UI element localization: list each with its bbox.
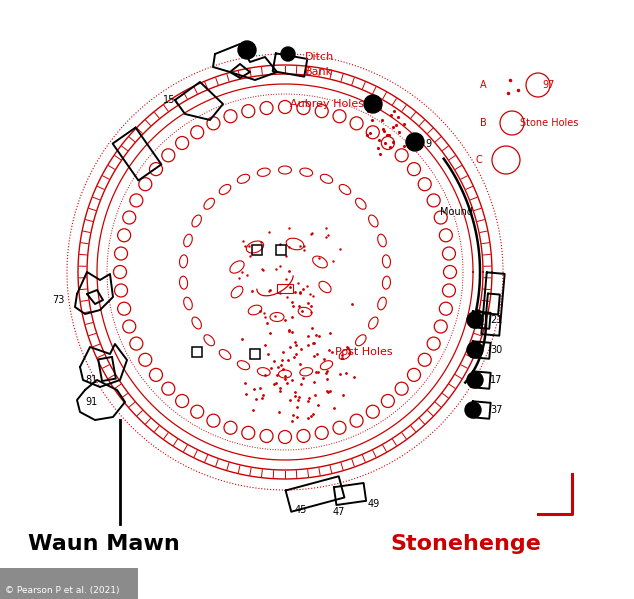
Circle shape bbox=[467, 312, 483, 328]
Text: Stone Holes: Stone Holes bbox=[520, 118, 578, 128]
Text: 21: 21 bbox=[490, 315, 502, 325]
Circle shape bbox=[281, 47, 295, 61]
Text: Ditch: Ditch bbox=[305, 52, 334, 62]
Circle shape bbox=[465, 402, 481, 418]
Circle shape bbox=[364, 95, 382, 113]
Text: Bank: Bank bbox=[305, 67, 333, 77]
Text: 17: 17 bbox=[490, 375, 502, 385]
Bar bbox=[277, 284, 293, 293]
Text: 49: 49 bbox=[368, 499, 380, 509]
Bar bbox=[252, 245, 262, 255]
Text: 97: 97 bbox=[542, 80, 554, 90]
Circle shape bbox=[406, 133, 424, 151]
Text: C: C bbox=[475, 155, 482, 165]
Text: 15: 15 bbox=[163, 95, 175, 105]
Text: 45: 45 bbox=[295, 505, 307, 515]
Text: A: A bbox=[480, 80, 487, 90]
Bar bbox=[192, 347, 202, 357]
Text: 47: 47 bbox=[333, 507, 346, 517]
Text: 81: 81 bbox=[85, 375, 97, 385]
Text: Stonehenge: Stonehenge bbox=[390, 534, 541, 554]
Text: Mound: Mound bbox=[440, 207, 473, 217]
Circle shape bbox=[467, 342, 483, 358]
Text: B: B bbox=[480, 118, 487, 128]
Text: 73: 73 bbox=[53, 295, 65, 305]
Text: Waun Mawn: Waun Mawn bbox=[28, 534, 180, 554]
Bar bbox=[276, 245, 286, 255]
Text: 37: 37 bbox=[490, 405, 502, 415]
Text: 9: 9 bbox=[425, 139, 431, 149]
Text: Aubrey Holes: Aubrey Holes bbox=[290, 99, 364, 109]
Text: © Pearson P et al. (2021): © Pearson P et al. (2021) bbox=[5, 586, 119, 595]
Text: 30: 30 bbox=[490, 345, 502, 355]
Text: 91: 91 bbox=[85, 397, 97, 407]
Circle shape bbox=[238, 41, 256, 59]
Circle shape bbox=[467, 372, 483, 388]
Bar bbox=[250, 349, 260, 359]
Text: Post Holes: Post Holes bbox=[335, 347, 392, 357]
